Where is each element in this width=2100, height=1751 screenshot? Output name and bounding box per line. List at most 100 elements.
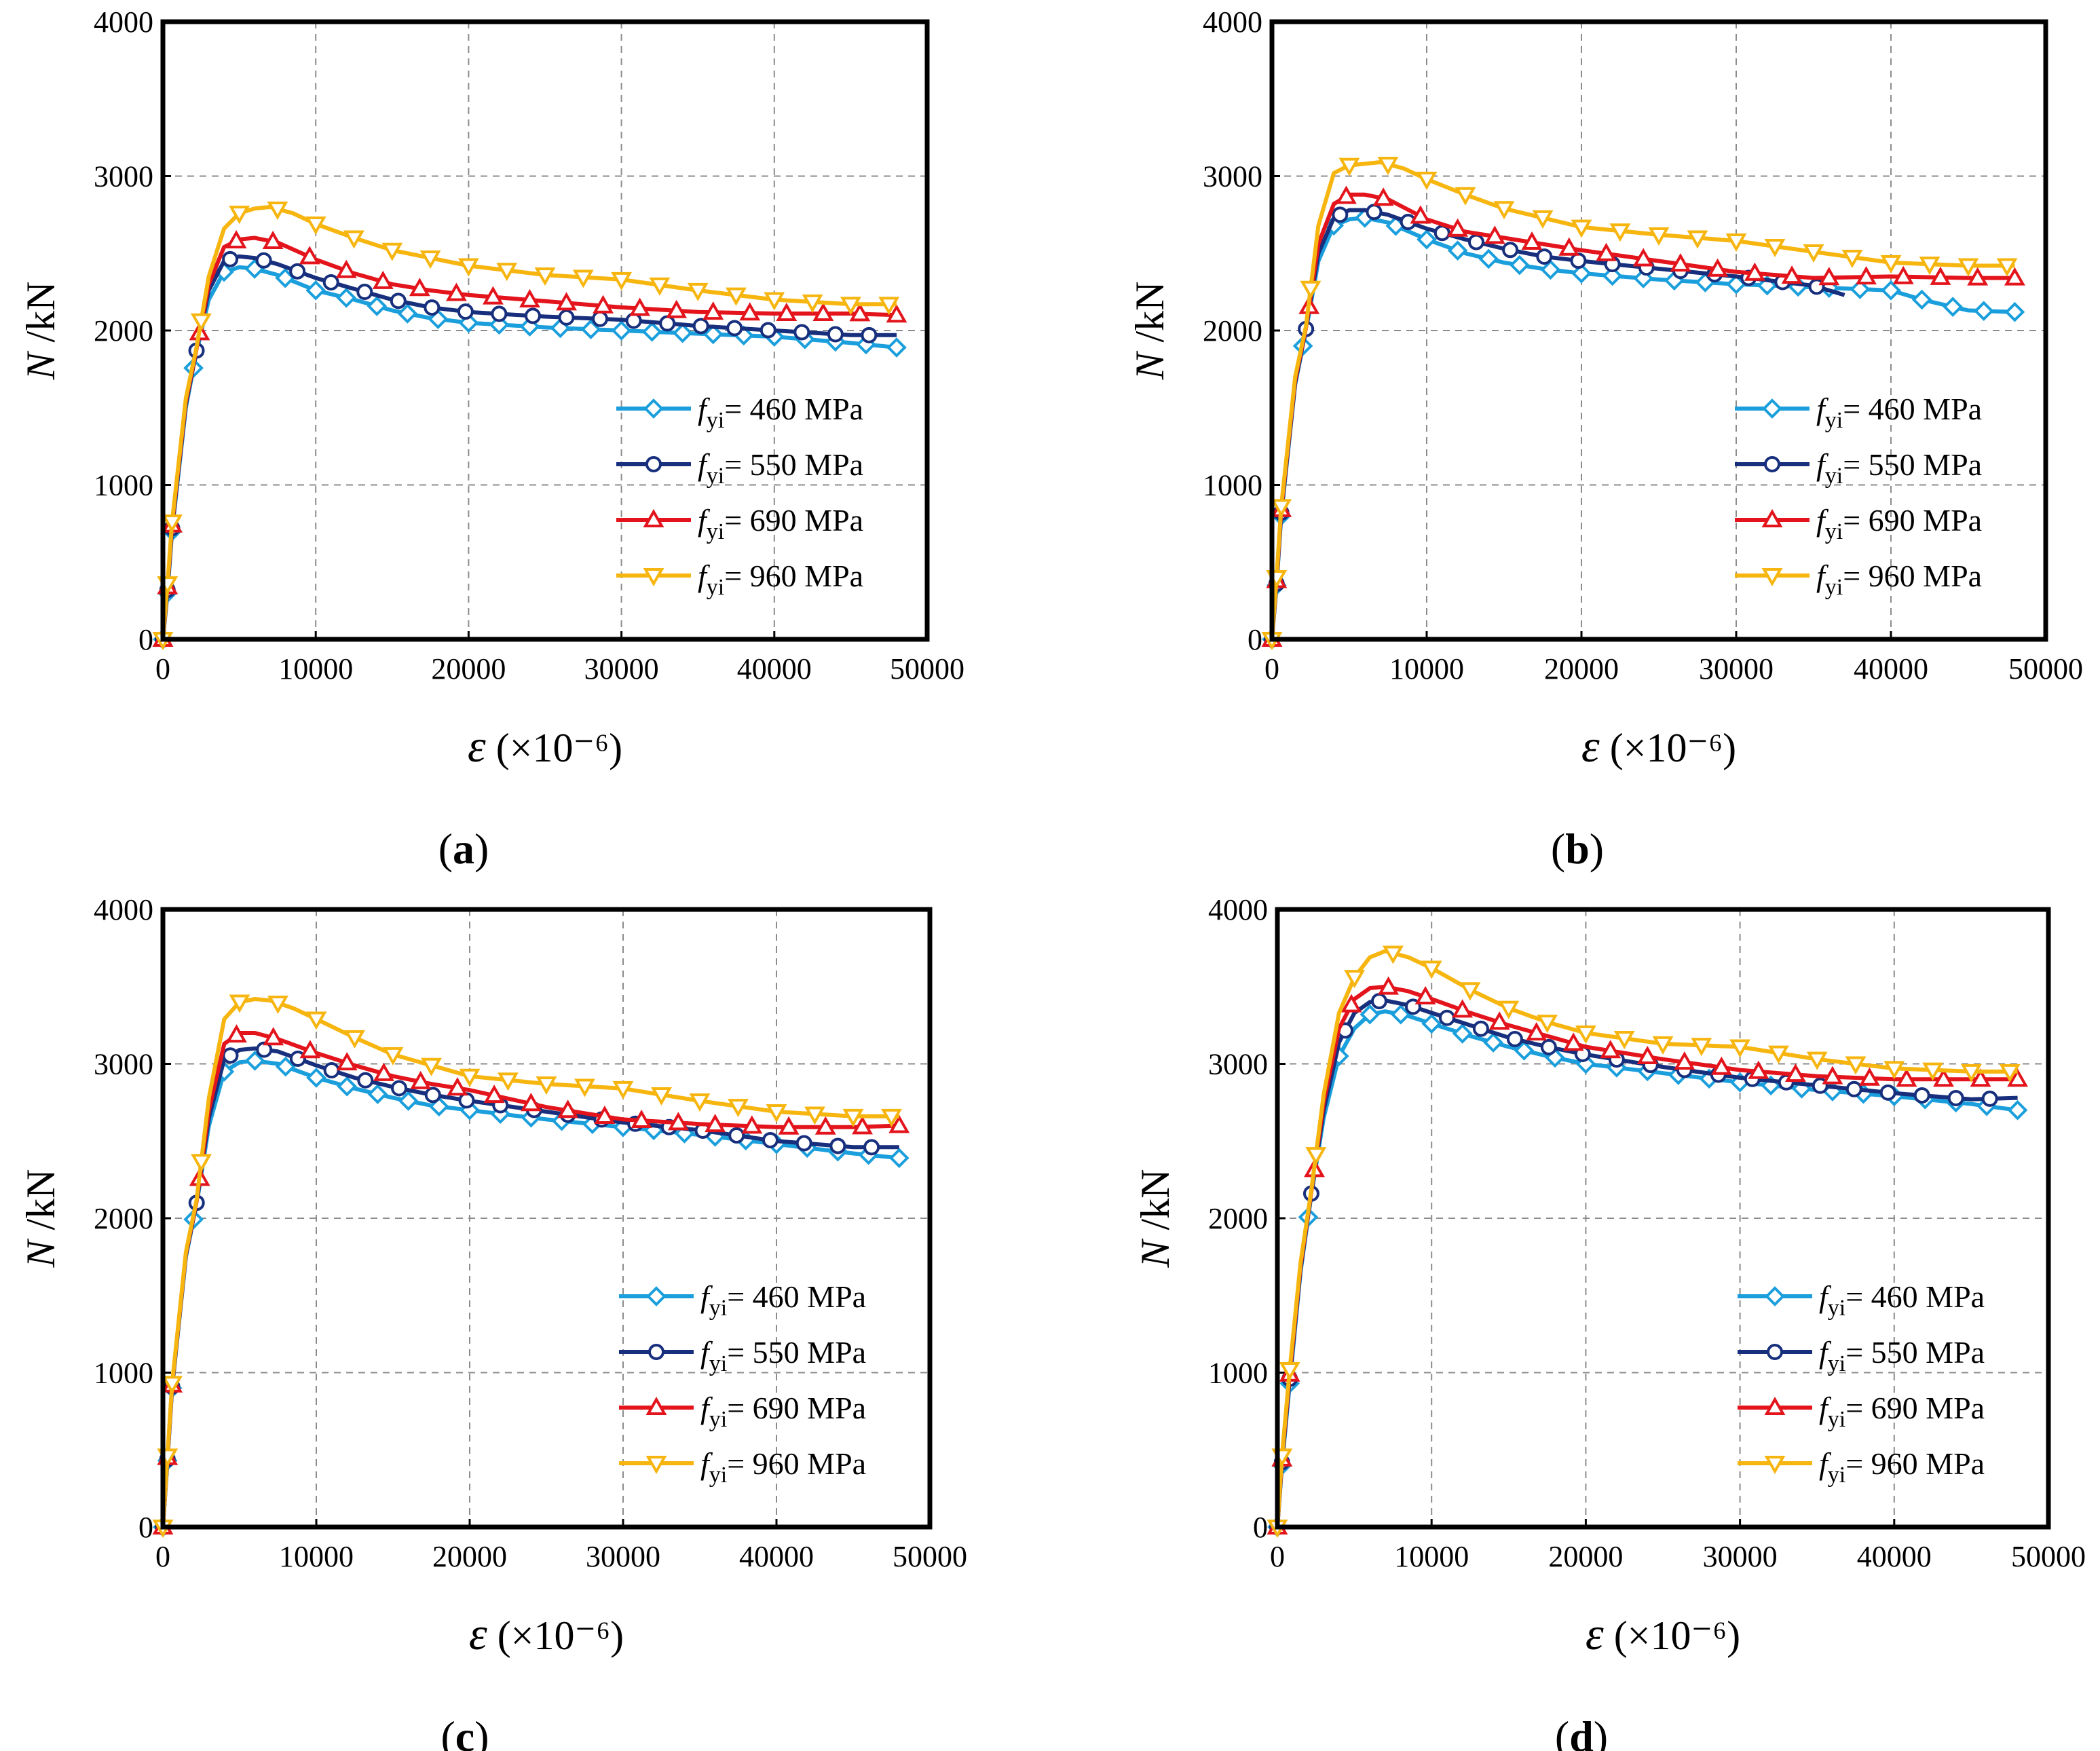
legend-label: fyi= 960 MPa [1816, 559, 1982, 600]
data-point [262, 230, 284, 249]
caption-close: ) [1590, 825, 1604, 873]
x-tick-label: 50000 [2008, 652, 2083, 685]
legend-label: fyi= 550 MPa [700, 1335, 866, 1376]
legend-item: fyi= 690 MPa [1735, 503, 1982, 544]
data-point [1748, 1060, 1769, 1079]
data-point [398, 1091, 419, 1111]
legend-rest: = 690 MPa [1843, 503, 1982, 538]
caption-open: ( [1555, 1712, 1569, 1751]
data-point [244, 1051, 265, 1071]
data-point [1930, 266, 1951, 285]
legend-marker [646, 1286, 667, 1306]
data-point [343, 230, 364, 249]
data-point [1892, 265, 1914, 284]
data-point [689, 1093, 711, 1112]
data-point [162, 514, 183, 533]
legend-rest: = 460 MPa [1845, 1279, 1985, 1314]
data-point [1674, 1051, 1695, 1070]
y-axis-label-var: N [1127, 351, 1172, 381]
data-point [519, 288, 540, 307]
data-point [795, 1135, 812, 1152]
x-tick-label: 40000 [737, 652, 812, 685]
data-point [1710, 1056, 1732, 1075]
legend-marker [1765, 1286, 1785, 1306]
data-point [447, 1077, 468, 1096]
data-point [162, 1376, 183, 1395]
legend-label: fyi= 460 MPa [700, 1279, 866, 1321]
legend-marker [1764, 1396, 1786, 1415]
y-axis-label-unit: /kN [18, 281, 63, 352]
data-point [1271, 499, 1292, 518]
caption-close: ) [474, 825, 489, 873]
x-tick-label: 30000 [1699, 652, 1774, 685]
data-point [1960, 1063, 1982, 1082]
data-point [1602, 265, 1623, 286]
data-point [1913, 1087, 1930, 1104]
data-point [367, 1084, 388, 1104]
legend-item: fyi= 690 MPa [1738, 1391, 1985, 1432]
data-point [1521, 231, 1543, 250]
x-tick-label: 50000 [2011, 1540, 2086, 1573]
data-point [1455, 187, 1476, 206]
legend-item: fyi= 550 MPa [619, 1335, 866, 1376]
caption-close: ) [1594, 1712, 1608, 1751]
legend-rest: = 460 MPa [724, 392, 863, 426]
data-point [1502, 242, 1519, 259]
x-axis-label-unit: (×10⁻⁶) [1604, 1613, 1740, 1658]
legend-rest: = 550 MPa [724, 447, 863, 482]
x-tick-label: 30000 [586, 1540, 660, 1573]
data-point [306, 1068, 326, 1088]
data-point [289, 1050, 306, 1067]
data-point [1370, 993, 1387, 1010]
y-axis-label-var: N [1133, 1239, 1178, 1268]
data-point [337, 1076, 358, 1097]
data-point [483, 1085, 505, 1104]
data-point [556, 292, 577, 311]
data-point [1344, 970, 1366, 989]
chart-panel-b: 0 10000 20000 30000 40000 50000 0 1000 2000 3000 4… [1127, 5, 2083, 873]
data-point [611, 271, 633, 290]
data-point [534, 267, 556, 286]
data-point [1725, 233, 1747, 252]
plot-frame [160, 19, 930, 642]
caption-letter: a [453, 825, 474, 873]
legend-label: fyi= 960 MPa [1819, 1446, 1985, 1488]
legend-item: fyi= 460 MPa [616, 392, 863, 433]
x-axis-label-var: ε [1581, 720, 1600, 772]
data-point [739, 302, 761, 321]
data-point [1570, 252, 1587, 269]
data-point [1536, 248, 1553, 265]
y-tick-label: 1000 [1208, 1357, 1268, 1390]
data-point [631, 1110, 652, 1129]
legend-subscript: yi [1828, 1296, 1845, 1321]
data-point [667, 1112, 689, 1131]
data-point [1506, 1031, 1523, 1048]
y-axis-label: N /kN [1127, 281, 1172, 380]
legend-label: fyi= 460 MPa [698, 392, 863, 433]
data-point [336, 287, 357, 308]
data-point [659, 315, 676, 332]
data-point [1360, 1004, 1381, 1025]
data-point [849, 303, 871, 322]
data-point [741, 1115, 763, 1134]
data-point [702, 301, 724, 320]
data-point [229, 994, 250, 1013]
data-point [390, 293, 407, 309]
x-tick-label: 0 [1270, 1540, 1285, 1573]
caption-close: ) [474, 1712, 489, 1751]
data-point [1729, 1039, 1751, 1058]
x-tick-label: 30000 [584, 652, 659, 685]
data-point [1613, 1030, 1635, 1049]
data-point [305, 280, 326, 301]
y-tick-label: 0 [138, 1511, 153, 1544]
x-tick-label: 40000 [1854, 652, 1928, 685]
data-point [222, 1047, 239, 1064]
legend-marker [1761, 568, 1783, 587]
legend-subscript: yi [1825, 575, 1843, 600]
panel-caption: (c) [440, 1712, 489, 1751]
x-axis-label-unit: (×10⁻⁶) [487, 1613, 624, 1658]
data-point [1784, 1063, 1806, 1082]
data-point [491, 305, 508, 322]
data-point [229, 206, 250, 225]
data-point [649, 277, 671, 296]
